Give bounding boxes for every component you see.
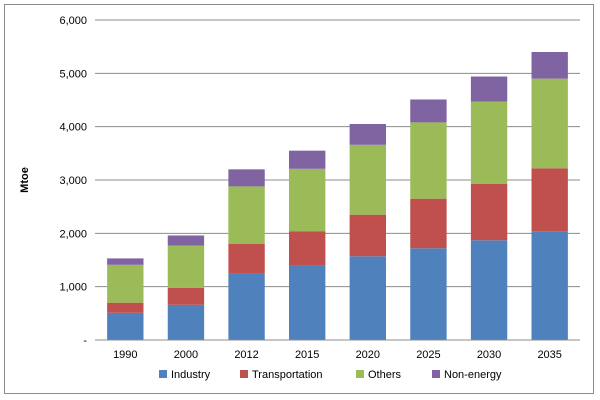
legend-swatch <box>240 370 248 378</box>
x-tick-label: 2030 <box>477 349 501 361</box>
legend-swatch <box>432 370 440 378</box>
x-tick-label: 2025 <box>416 349 440 361</box>
bar-others-2035 <box>531 78 568 169</box>
bar-non-energy-2025 <box>410 99 447 123</box>
bar-non-energy-2015 <box>289 150 326 169</box>
bar-non-energy-1990 <box>107 258 144 265</box>
bar-transportation-2012 <box>228 244 265 274</box>
legend-label: Industry <box>171 369 211 381</box>
x-tick-label: 2035 <box>537 349 561 361</box>
y-tick-label: 6,000 <box>59 15 87 27</box>
bar-non-energy-2030 <box>470 76 508 102</box>
bar-industry-2020 <box>349 256 386 340</box>
bar-others-2030 <box>470 101 508 184</box>
bar-transportation-2035 <box>531 168 568 232</box>
legend-label: Others <box>368 369 402 381</box>
bar-transportation-1990 <box>107 302 144 313</box>
y-axis-label: Mtoe <box>19 167 31 193</box>
bar-transportation-2015 <box>289 231 326 266</box>
legend-label: Non-energy <box>444 369 502 381</box>
x-tick-labels: 1990 2000 2012 2015 2020 2025 2030 2035 <box>113 349 562 361</box>
bar-others-2015 <box>289 168 326 232</box>
y-tick-label: 1,000 <box>59 282 87 294</box>
bar-non-energy-2035 <box>531 52 568 79</box>
x-tick-label: 2015 <box>295 349 319 361</box>
y-tick-label: 5,000 <box>59 68 87 80</box>
bar-non-energy-2020 <box>349 124 386 145</box>
bar-non-energy-2000 <box>167 235 205 246</box>
x-tick-label: 2000 <box>174 349 198 361</box>
bars <box>107 52 568 340</box>
legend: Industry Transportation Others Non-energy <box>159 369 502 381</box>
legend-swatch <box>159 370 167 378</box>
bar-transportation-2025 <box>410 198 447 249</box>
bar-transportation-2030 <box>470 183 508 241</box>
y-tick-label: 3,000 <box>59 175 87 187</box>
bar-industry-2025 <box>410 248 447 340</box>
bar-others-2000 <box>167 245 205 288</box>
bar-industry-1990 <box>107 312 144 340</box>
bar-industry-2000 <box>167 304 205 340</box>
bar-industry-2012 <box>228 273 265 340</box>
x-tick-label: 2012 <box>234 349 258 361</box>
bar-transportation-2020 <box>349 214 386 257</box>
bar-others-1990 <box>107 264 144 303</box>
bar-others-2025 <box>410 122 447 199</box>
x-tick-label: 2020 <box>356 349 380 361</box>
legend-swatch <box>356 370 364 378</box>
bar-others-2012 <box>228 186 265 244</box>
bar-others-2020 <box>349 144 386 215</box>
y-tick-label: 4,000 <box>59 122 87 134</box>
bar-industry-2030 <box>470 240 508 340</box>
y-tick-label: - <box>83 335 87 347</box>
y-tick-label: 2,000 <box>59 228 87 240</box>
x-tick-label: 1990 <box>113 349 137 361</box>
bar-industry-2015 <box>289 265 326 340</box>
bar-industry-2035 <box>531 231 568 340</box>
bar-transportation-2000 <box>167 287 205 305</box>
y-tick-labels: - 1,000 2,000 3,000 4,000 5,000 6,000 <box>59 15 87 347</box>
bar-non-energy-2012 <box>228 169 265 187</box>
legend-label: Transportation <box>252 369 323 381</box>
